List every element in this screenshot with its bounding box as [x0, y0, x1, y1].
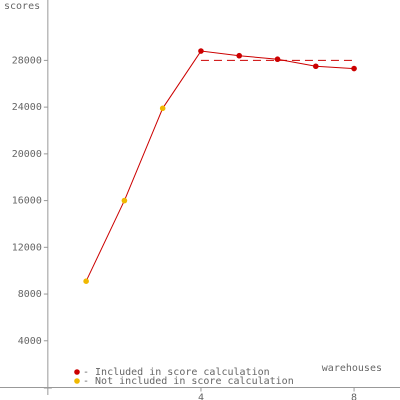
- data-point: [351, 65, 357, 72]
- y-axis-label: scores: [4, 1, 40, 12]
- data-point: [274, 56, 281, 63]
- x-tick-label: 4: [198, 393, 204, 400]
- x-axis-label: warehouses: [322, 363, 382, 374]
- y-tick-label: 12000: [12, 242, 42, 253]
- data-line: [85, 50, 355, 282]
- y-tick-label: 24000: [12, 102, 42, 113]
- data-point: [236, 52, 243, 59]
- y-tick-label: 8000: [18, 289, 42, 300]
- data-point: [198, 48, 204, 54]
- data-point: [121, 197, 128, 204]
- legend-marker: [74, 378, 80, 384]
- data-point: [312, 63, 319, 70]
- y-tick-label: 28000: [12, 55, 42, 66]
- data-point: [83, 278, 89, 284]
- data-point: [159, 105, 166, 112]
- legend-label: - Included in score calculation: [83, 367, 270, 378]
- x-tick-label: 8: [351, 393, 357, 400]
- y-tick-label: 4000: [18, 336, 42, 347]
- y-tick-label: 20000: [12, 149, 42, 160]
- y-tick-label: 16000: [12, 196, 42, 207]
- legend-marker: [74, 369, 80, 375]
- legend-label: - Not included in score calculation: [83, 376, 294, 387]
